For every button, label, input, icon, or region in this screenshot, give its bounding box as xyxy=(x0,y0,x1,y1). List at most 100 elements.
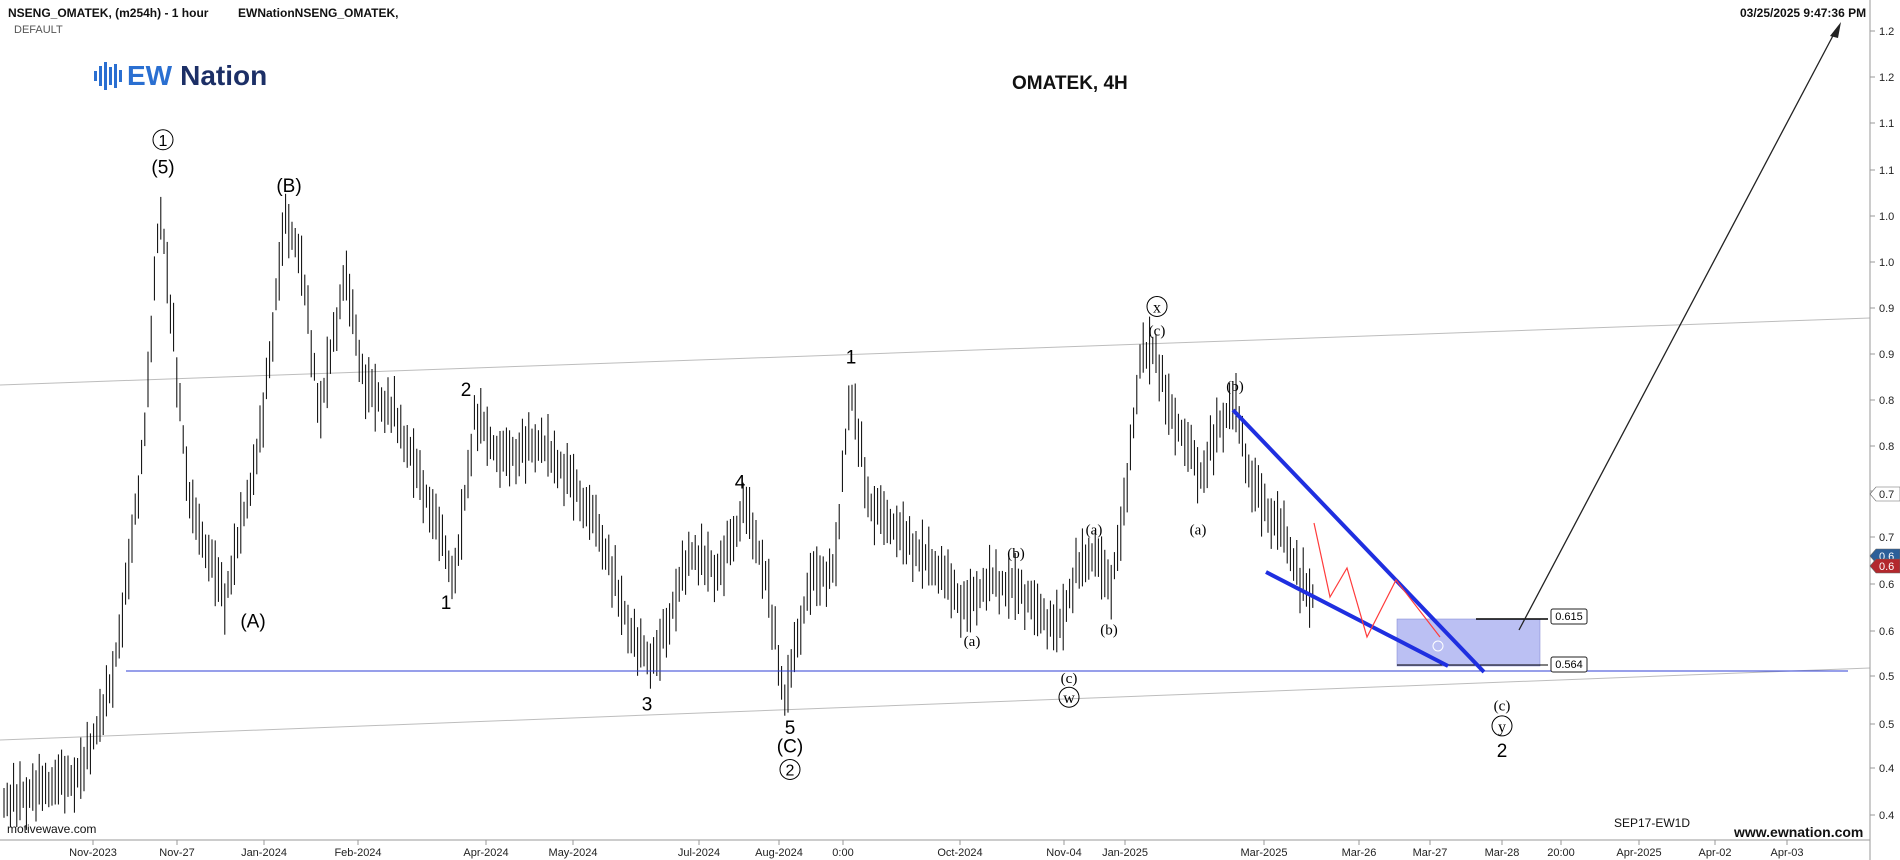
wave-label: 2 xyxy=(461,380,472,401)
y-tick-label: 1.1 xyxy=(1879,165,1894,177)
wave-label-text: (a) xyxy=(1190,523,1207,539)
wedge-upper xyxy=(1231,408,1486,674)
x-tick-label: Jan-2025 xyxy=(1102,847,1148,859)
wave-label: (a) xyxy=(1086,523,1103,539)
wave-label: (B) xyxy=(276,176,301,197)
y-tick-label: 0.5 xyxy=(1879,719,1894,731)
wave-label-text: 3 xyxy=(642,695,653,716)
wave-label-text: (c) xyxy=(1494,699,1511,715)
wave-label-text: (A) xyxy=(240,611,265,632)
y-tick-label: 0.6 xyxy=(1879,579,1894,591)
x-tick-label: May-2024 xyxy=(549,847,598,859)
wave-label-text: (c) xyxy=(1061,671,1078,687)
y-tick-label: 0.7 xyxy=(1879,532,1894,544)
x-tick-label: 0:00 xyxy=(832,847,853,859)
wave-label: 2 xyxy=(779,758,801,780)
wave-label: 5 xyxy=(785,718,796,739)
profile-label: DEFAULT xyxy=(14,24,63,36)
wave-label-text: 5 xyxy=(785,718,796,739)
x-tick-label: Mar-27 xyxy=(1413,847,1448,859)
wave-label: x xyxy=(1146,295,1168,317)
wave-label: (b) xyxy=(1007,546,1025,562)
x-tick-label: Apr-03 xyxy=(1770,847,1803,859)
wave-label: (b) xyxy=(1226,379,1244,395)
wave-label-text: 4 xyxy=(735,472,746,493)
wave-label: w xyxy=(1058,686,1080,708)
x-tick-label: Oct-2024 xyxy=(937,847,982,859)
y-tick-label: 1.0 xyxy=(1879,257,1894,269)
logo-ew: EW xyxy=(127,60,173,91)
y-tick-label: 0.9 xyxy=(1879,349,1894,361)
site-label: www.ewnation.com xyxy=(1734,824,1864,840)
wave-label: 2 xyxy=(1497,741,1508,762)
level-tag: 0.615 xyxy=(1550,608,1588,625)
wave-label-circle xyxy=(1146,295,1168,317)
y-tick-label: 0.5 xyxy=(1879,671,1894,683)
wave-label-text: 2 xyxy=(461,380,472,401)
wave-label: 4 xyxy=(735,472,746,493)
wave-label-text: (b) xyxy=(1226,379,1244,395)
x-tick-label: Nov-2023 xyxy=(69,847,117,859)
level-labels: 0.615 0.564 xyxy=(1550,608,1588,673)
wave-label: 1 xyxy=(152,129,174,151)
projection-zigzag xyxy=(1313,522,1444,652)
x-tick-label: Jul-2024 xyxy=(678,847,720,859)
arrow-line xyxy=(1518,29,1837,631)
x-tick-label: Apr-02 xyxy=(1698,847,1731,859)
channel-lower xyxy=(0,667,1871,741)
zigzag-end-marker xyxy=(1432,640,1444,652)
level-tag: 0.564 xyxy=(1550,656,1588,673)
wave-label: (c) xyxy=(1061,671,1078,687)
chart-title: OMATEK, 4H xyxy=(1012,73,1128,94)
price-tag-text: 0.7 xyxy=(1879,489,1894,501)
wave-label-text: (a) xyxy=(964,634,981,650)
x-tick-label: Mar-28 xyxy=(1485,847,1520,859)
projection-arrow xyxy=(1518,22,1841,631)
x-tick-label: Jan-2024 xyxy=(241,847,287,859)
x-tick-label: Apr-2024 xyxy=(463,847,508,859)
wave-label: (5) xyxy=(151,158,174,179)
x-axis: Nov-2023 Nov-27 Jan-2024 Feb-2024 Apr-2024 Ma… xyxy=(0,839,1870,859)
wave-label: (c) xyxy=(1149,324,1166,340)
x-tick-label: Nov-04 xyxy=(1046,847,1081,859)
logo-wave-icon xyxy=(94,61,124,91)
x-tick-label: Mar-26 xyxy=(1342,847,1377,859)
price-tag: 0.7 xyxy=(1869,486,1900,502)
wave-label-text: (b) xyxy=(1007,546,1025,562)
wave-label-text: (5) xyxy=(151,158,174,179)
chart-code: SEP17-EW1D xyxy=(1614,816,1691,830)
target-zone xyxy=(1396,618,1541,667)
wave-label: 3 xyxy=(642,695,653,716)
price-tags: 0.70.60.6 xyxy=(1869,486,1900,574)
wave-label: y xyxy=(1491,715,1513,737)
wave-label-text: 1 xyxy=(846,347,857,368)
y-tick-label: 1.2 xyxy=(1879,72,1894,84)
wave-label: (A) xyxy=(240,611,265,632)
y-tick-label: 0.6 xyxy=(1879,626,1894,638)
y-tick-label: 0.8 xyxy=(1879,395,1894,407)
wave-label-circle xyxy=(152,129,174,151)
wave-label: (a) xyxy=(1190,523,1207,539)
level-tag-text: 0.564 xyxy=(1555,659,1583,671)
x-tick-label: Apr-2025 xyxy=(1616,847,1661,859)
wave-labels: 1 (5) (B) (A) 2 1 4 3 5(C) 2 1 (b) (a) (c) w (a) (b) x (c)… xyxy=(151,129,1513,780)
logo-nation: Nation xyxy=(180,60,268,91)
wave-label: (b) xyxy=(1100,623,1118,639)
price-tag-shape xyxy=(1869,558,1900,574)
wave-label-text: (c) xyxy=(1149,324,1166,340)
x-tick-label: Feb-2024 xyxy=(334,847,381,859)
wave-label-text: x xyxy=(1153,299,1161,316)
source-label: motivewave.com xyxy=(7,822,97,836)
wave-label: 1 xyxy=(441,593,452,614)
channel-upper xyxy=(0,317,1871,386)
y-tick-label: 0.8 xyxy=(1879,441,1894,453)
wave-label-text: 1 xyxy=(159,133,168,150)
wave-label-text: (b) xyxy=(1100,623,1118,639)
arrow-head xyxy=(1830,22,1841,38)
wave-label-circle xyxy=(1058,686,1080,708)
wave-label-text: (C) xyxy=(777,736,803,757)
x-tick-label: Nov-27 xyxy=(159,847,194,859)
level-tag-box xyxy=(1550,608,1588,625)
wave-label-text: w xyxy=(1063,690,1075,707)
